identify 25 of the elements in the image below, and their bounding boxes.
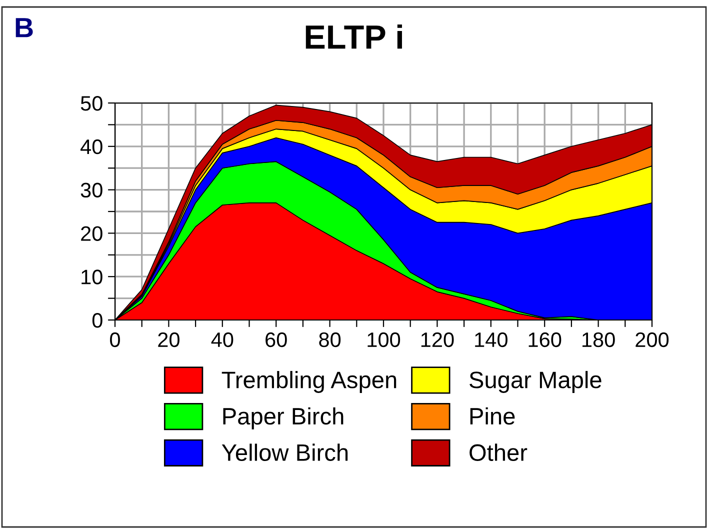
y-tick-label: 20: [81, 226, 102, 241]
x-tick-label: 180: [582, 332, 615, 348]
x-tick-label: 100: [368, 332, 400, 348]
legend-label: Trembling Aspen: [222, 370, 396, 393]
legend-label: Other: [470, 444, 528, 462]
x-tick-label: 60: [266, 332, 287, 348]
legend-label: Pine: [470, 407, 515, 425]
legend-label: Sugar Maple: [470, 370, 602, 393]
x-tick-label: 140: [475, 332, 508, 348]
x-tick-label: 40: [211, 332, 234, 348]
chart-title: ELTP i: [306, 24, 402, 49]
x-tick-label: 200: [636, 332, 669, 348]
y-tick-label: 30: [80, 182, 102, 198]
x-tick-label: 20: [158, 332, 180, 348]
y-tick-label: 40: [80, 139, 102, 154]
text: B: [16, 18, 33, 38]
y-tick-label: 0: [92, 313, 102, 328]
y-tick-label: 10: [82, 270, 102, 284]
y-tick-label: 50: [80, 96, 102, 111]
x-tick-label: 120: [421, 332, 454, 348]
x-tick-label: 80: [319, 332, 341, 348]
legend-label: Yellow Birch: [222, 444, 348, 462]
x-tick-label: 160: [528, 332, 562, 348]
x-tick-label: 0: [110, 332, 120, 348]
legend-label: Paper Birch: [223, 407, 344, 430]
